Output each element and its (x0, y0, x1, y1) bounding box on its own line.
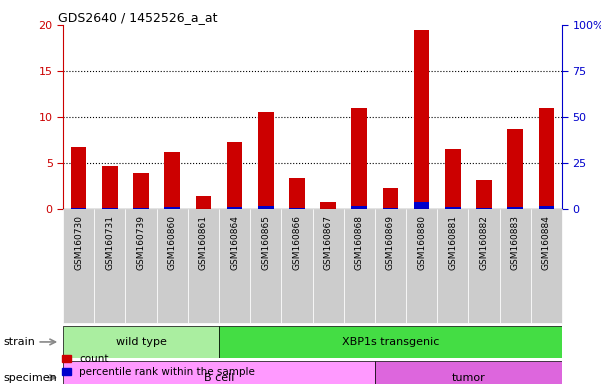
Bar (320, 202, 336, 209)
Bar (94, 209, 126, 323)
Bar (445, 207, 460, 209)
Bar (507, 129, 523, 209)
Bar (133, 173, 149, 209)
Bar (71, 147, 87, 209)
Text: GSM160883: GSM160883 (511, 215, 520, 270)
Text: GSM160880: GSM160880 (417, 215, 426, 270)
Bar (468, 209, 499, 323)
Bar (227, 207, 242, 209)
Bar (445, 149, 460, 209)
Bar (281, 209, 313, 323)
Text: GSM160861: GSM160861 (199, 215, 208, 270)
Bar (195, 196, 211, 209)
Bar (531, 209, 562, 323)
Bar (352, 206, 367, 209)
Text: specimen: specimen (3, 372, 56, 383)
Bar (63, 209, 94, 323)
Text: XBP1s transgenic: XBP1s transgenic (342, 337, 439, 347)
Bar (133, 208, 149, 209)
Bar (165, 152, 180, 209)
Text: strain: strain (3, 337, 35, 347)
Text: GSM160882: GSM160882 (480, 215, 489, 270)
Bar (219, 209, 250, 323)
Text: GSM160860: GSM160860 (168, 215, 177, 270)
Bar (165, 207, 180, 209)
Bar (188, 209, 219, 323)
Bar (383, 208, 398, 209)
Text: GSM160867: GSM160867 (323, 215, 332, 270)
Legend: count, percentile rank within the sample: count, percentile rank within the sample (63, 354, 255, 377)
Bar (406, 209, 438, 323)
Bar (476, 208, 492, 209)
Text: GSM160881: GSM160881 (448, 215, 457, 270)
Bar (250, 209, 281, 323)
Text: B cell: B cell (204, 372, 234, 383)
Bar (157, 209, 188, 323)
Text: GSM160865: GSM160865 (261, 215, 270, 270)
Text: GDS2640 / 1452526_a_at: GDS2640 / 1452526_a_at (58, 11, 218, 24)
Bar (414, 30, 430, 209)
Bar (375, 361, 562, 384)
Bar (538, 206, 554, 209)
Text: GSM160864: GSM160864 (230, 215, 239, 270)
Bar (438, 209, 468, 323)
Text: GSM160730: GSM160730 (74, 215, 83, 270)
Bar (538, 108, 554, 209)
Bar (507, 207, 523, 209)
Bar (258, 206, 273, 209)
Bar (383, 188, 398, 209)
Bar (227, 142, 242, 209)
Bar (102, 166, 118, 209)
Bar (126, 209, 157, 323)
Bar (499, 209, 531, 323)
Bar (352, 108, 367, 209)
Bar (63, 326, 219, 358)
Bar (344, 209, 375, 323)
Bar (258, 112, 273, 209)
Bar (63, 361, 375, 384)
Bar (375, 209, 406, 323)
Bar (71, 208, 87, 209)
Text: GSM160868: GSM160868 (355, 215, 364, 270)
Bar (219, 326, 562, 358)
Text: GSM160731: GSM160731 (105, 215, 114, 270)
Bar (313, 209, 344, 323)
Bar (289, 208, 305, 209)
Bar (414, 202, 430, 209)
Text: GSM160869: GSM160869 (386, 215, 395, 270)
Text: wild type: wild type (115, 337, 166, 347)
Bar (289, 178, 305, 209)
Bar (476, 180, 492, 209)
Text: GSM160739: GSM160739 (136, 215, 145, 270)
Text: GSM160884: GSM160884 (542, 215, 551, 270)
Text: GSM160866: GSM160866 (293, 215, 302, 270)
Text: tumor: tumor (451, 372, 485, 383)
